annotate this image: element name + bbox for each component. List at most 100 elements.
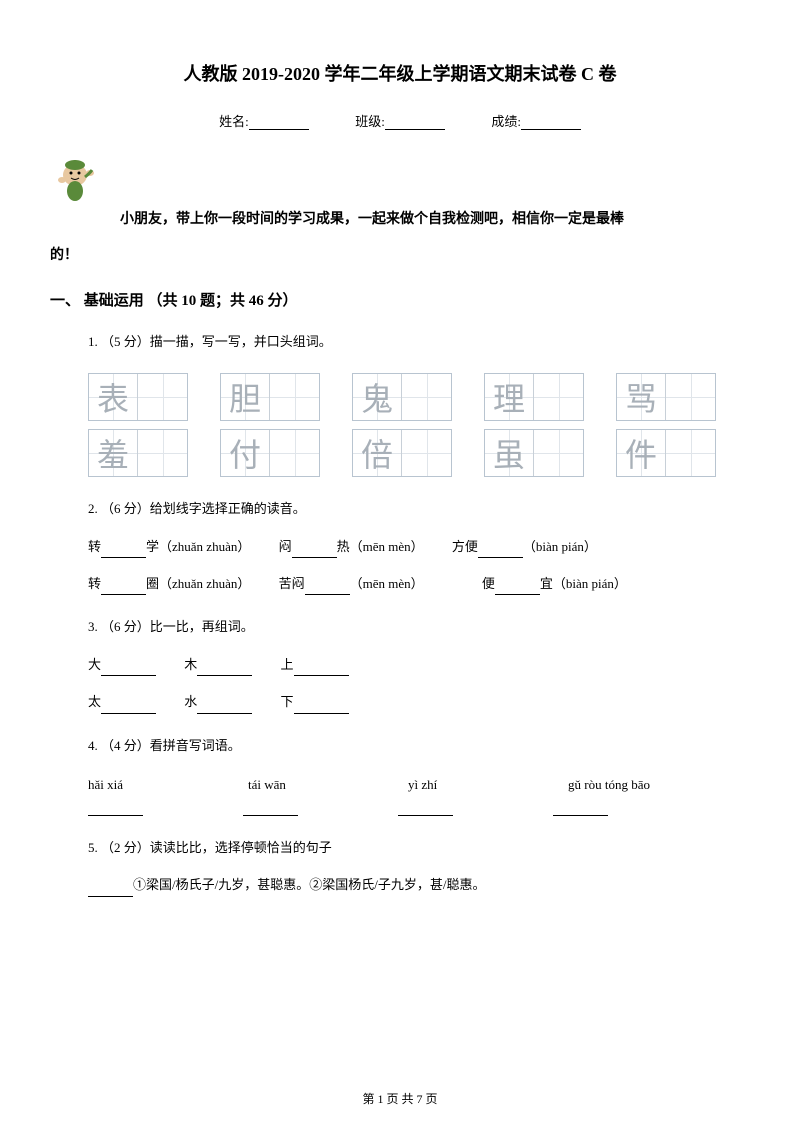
practice-char: 理 <box>493 374 525 420</box>
blank[interactable] <box>101 663 156 676</box>
blank[interactable] <box>478 545 523 558</box>
info-line: 姓名: 班级: 成绩: <box>50 111 750 130</box>
blank[interactable] <box>294 663 349 676</box>
name-blank[interactable] <box>249 116 309 130</box>
char-cell-empty[interactable] <box>402 374 451 420</box>
q4: 4. （4 分）看拼音写词语。 <box>88 734 750 757</box>
name-label: 姓名: <box>219 114 249 129</box>
char-cell-empty[interactable] <box>270 374 319 420</box>
q4-num: 4. （4 分） <box>88 738 150 753</box>
q3-1a: 大 <box>88 657 101 672</box>
blank[interactable] <box>292 545 337 558</box>
char-cell-empty[interactable] <box>138 374 187 420</box>
q3-2a: 太 <box>88 694 101 709</box>
score-label: 成绩: <box>491 114 521 129</box>
char-cell: 付 <box>221 430 270 476</box>
char-cell: 鬼 <box>353 374 402 420</box>
q2-1c2: （biàn pián） <box>523 539 597 554</box>
class-blank[interactable] <box>385 116 445 130</box>
char-box: 付 <box>220 429 320 477</box>
blank[interactable] <box>398 803 453 816</box>
q2-2c: 便 <box>482 576 495 591</box>
q5-text: 读读比比，选择停顿恰当的句子 <box>150 840 332 855</box>
char-cell-empty[interactable] <box>666 374 715 420</box>
q3-1b: 木 <box>184 657 197 672</box>
char-cell: 胆 <box>221 374 270 420</box>
blank[interactable] <box>197 663 252 676</box>
pinyin-row: hǎi xiá tái wān yì zhí gǔ ròu tóng bāo <box>88 777 750 793</box>
practice-char: 件 <box>625 430 657 476</box>
blank[interactable] <box>294 701 349 714</box>
char-box: 理 <box>484 373 584 421</box>
char-cell-empty[interactable] <box>534 374 583 420</box>
q3-2b: 水 <box>184 694 197 709</box>
char-box: 鬼 <box>352 373 452 421</box>
blank[interactable] <box>101 582 146 595</box>
char-cell-empty[interactable] <box>666 430 715 476</box>
q2-num: 2. （6 分） <box>88 501 150 516</box>
class-label: 班级: <box>355 114 385 129</box>
q2-1c: 方便 <box>452 539 478 554</box>
q3: 3. （6 分）比一比，再组词。 大 木 上 太 水 下 <box>88 615 750 713</box>
q3-num: 3. （6 分） <box>88 619 150 634</box>
char-box: 羞 <box>88 429 188 477</box>
page-title: 人教版 2019-2020 学年二年级上学期语文期末试卷 C 卷 <box>50 60 750 86</box>
char-box: 件 <box>616 429 716 477</box>
pinyin-1: hǎi xiá <box>88 777 248 793</box>
mascot-icon <box>50 155 100 205</box>
q1: 1. （5 分）描一描，写一写，并口头组词。 <box>88 330 750 353</box>
char-row-1: 表胆鬼理骂 <box>88 373 750 421</box>
blank[interactable] <box>197 701 252 714</box>
blank[interactable] <box>243 803 298 816</box>
q2-2a2: 圈（zhuǎn zhuàn） <box>146 576 250 591</box>
practice-char: 鬼 <box>361 374 393 420</box>
char-box: 倍 <box>352 429 452 477</box>
char-cell: 件 <box>617 430 666 476</box>
char-cell: 表 <box>89 374 138 420</box>
char-row-2: 羞付倍虽件 <box>88 429 750 477</box>
intro-tail: 的！ <box>50 244 750 264</box>
char-cell: 理 <box>485 374 534 420</box>
q1-num: 1. （5 分） <box>88 334 150 349</box>
blank[interactable] <box>305 582 350 595</box>
practice-char: 付 <box>229 430 261 476</box>
q2-1b2: 热（mēn mèn） <box>337 539 424 554</box>
char-cell-empty[interactable] <box>270 430 319 476</box>
q2-1b: 闷 <box>279 539 292 554</box>
blank[interactable] <box>495 582 540 595</box>
char-cell: 骂 <box>617 374 666 420</box>
q3-1c: 上 <box>281 657 294 672</box>
char-cell-empty[interactable] <box>138 430 187 476</box>
q3-2c: 下 <box>281 694 294 709</box>
score-blank[interactable] <box>521 116 581 130</box>
char-cell-empty[interactable] <box>534 430 583 476</box>
char-cell: 倍 <box>353 430 402 476</box>
q2-1a2: 学（zhuǎn zhuàn） <box>146 539 250 554</box>
pinyin-4: gǔ ròu tóng bāo <box>568 777 728 793</box>
section-title: 一、 基础运用 （共 10 题；共 46 分） <box>50 289 750 310</box>
char-box: 胆 <box>220 373 320 421</box>
char-box: 虽 <box>484 429 584 477</box>
pinyin-blanks <box>88 803 750 816</box>
pinyin-2: tái wān <box>248 777 408 793</box>
q5: 5. （2 分）读读比比，选择停顿恰当的句子 ①梁国/杨氏子/九岁，甚聪惠。②梁… <box>88 836 750 897</box>
char-box: 骂 <box>616 373 716 421</box>
blank[interactable] <box>88 884 133 897</box>
q2-text: 给划线字选择正确的读音。 <box>150 501 306 516</box>
blank[interactable] <box>101 545 146 558</box>
q4-text: 看拼音写词语。 <box>150 738 241 753</box>
q5-num: 5. （2 分） <box>88 840 150 855</box>
practice-char: 倍 <box>361 430 393 476</box>
practice-char: 骂 <box>625 374 657 420</box>
blank[interactable] <box>88 803 143 816</box>
practice-char: 羞 <box>97 430 129 476</box>
practice-char: 胆 <box>229 374 261 420</box>
practice-char: 表 <box>97 374 129 420</box>
q2-2b2: （mēn mèn） <box>350 576 424 591</box>
q2-2a: 转 <box>88 576 101 591</box>
q2-2b: 苦闷 <box>279 576 305 591</box>
blank[interactable] <box>101 701 156 714</box>
practice-char: 虽 <box>493 430 525 476</box>
char-cell-empty[interactable] <box>402 430 451 476</box>
blank[interactable] <box>553 803 608 816</box>
